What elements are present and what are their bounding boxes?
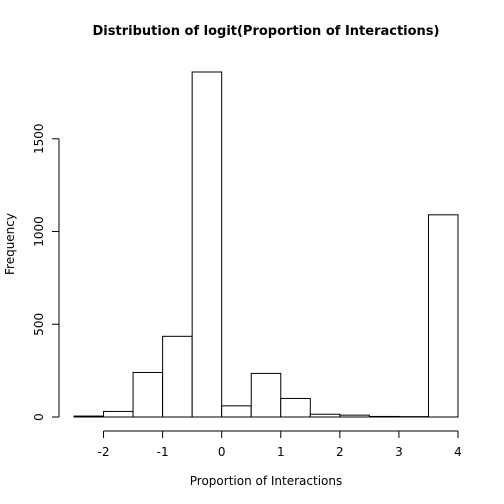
histogram-bar [191,71,223,418]
x-tick-label: -2 [98,445,110,459]
x-tick-label: 0 [218,445,226,459]
x-tick-label: -1 [157,445,169,459]
x-tick-label: 2 [336,445,344,459]
histogram-bar [103,410,134,418]
x-tick-label: 3 [395,445,403,459]
histogram-bar [427,214,459,418]
histogram-bar [162,335,193,418]
y-tick-label: 0 [32,413,46,421]
histogram-bar [221,405,252,418]
y-tick-label: 500 [32,313,46,336]
histogram-bar [280,397,311,418]
histogram-bar [309,413,341,418]
x-tick-label: 1 [277,445,285,459]
histogram-bar [339,414,370,418]
histogram-bar [368,415,400,418]
chart-title: Distribution of logit(Proportion of Inte… [93,24,440,39]
histogram-bar [132,371,164,418]
y-tick-label: 1000 [32,216,46,247]
bars-group [73,71,459,418]
x-axis-label: Proportion of Interactions [190,474,342,488]
histogram-bar [73,415,105,418]
x-axis: -2 -1 0 1 2 3 4 [98,430,462,459]
y-axis-label: Frequency [3,213,17,275]
y-axis: 0 500 1000 1500 [32,124,60,421]
x-tick-label: 4 [454,445,462,459]
y-tick-label: 1500 [32,124,46,155]
histogram-bar [250,372,282,418]
